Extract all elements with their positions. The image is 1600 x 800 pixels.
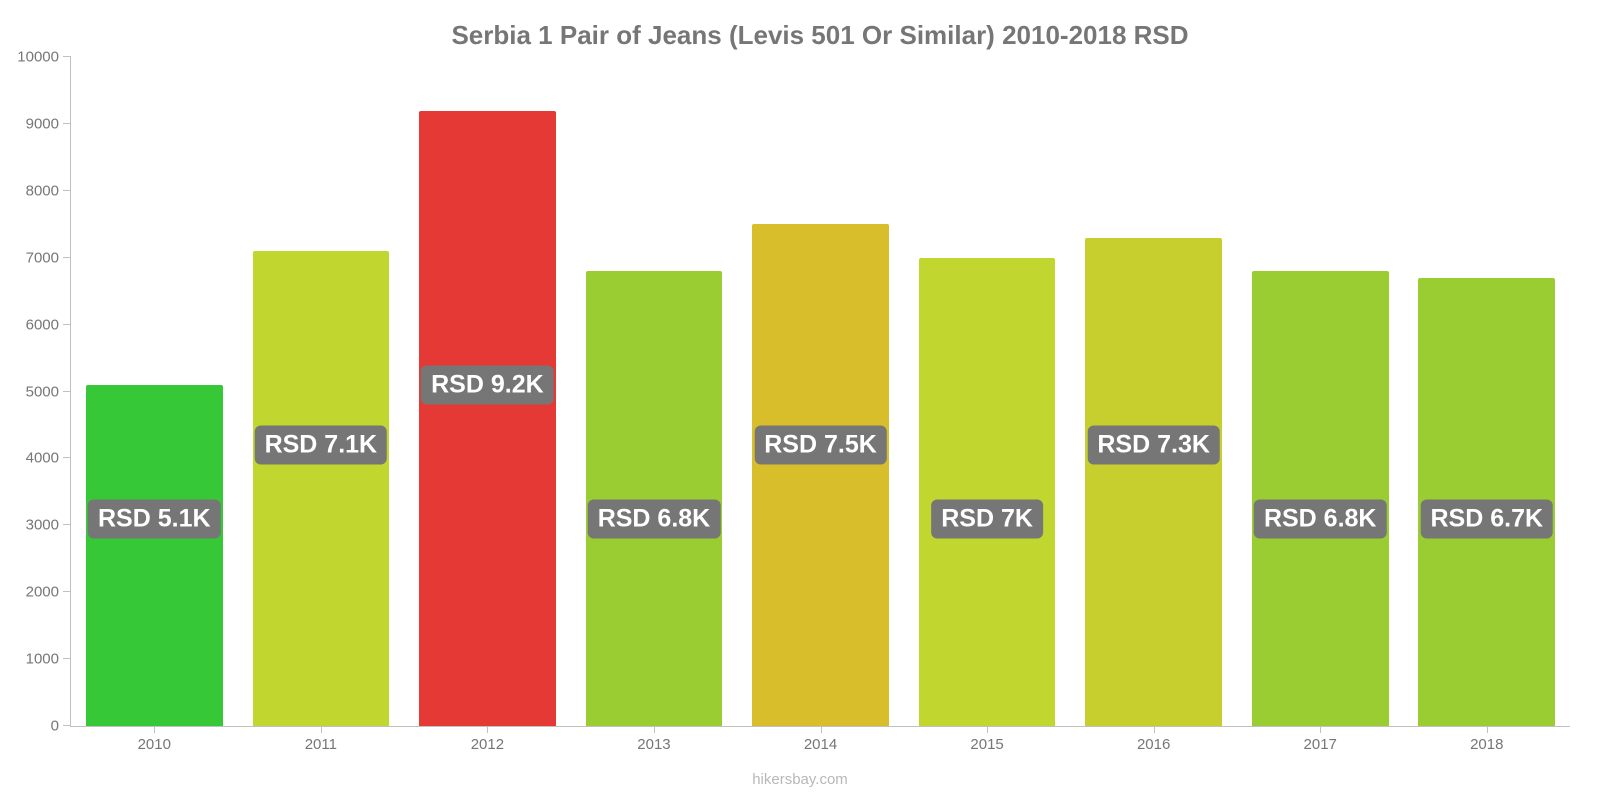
x-tick-label: 2018 [1470, 726, 1503, 753]
y-tick-label: 0 [51, 718, 71, 735]
y-tick-label: 8000 [26, 182, 71, 199]
y-tick-label: 10000 [17, 49, 71, 66]
bar [86, 385, 223, 726]
bar-value-label: RSD 6.8K [588, 499, 721, 538]
x-tick-label: 2017 [1304, 726, 1337, 753]
bar [752, 224, 889, 726]
x-tick-label: 2011 [305, 726, 337, 753]
bar-slot: RSD 6.8K2013 [571, 57, 738, 726]
x-tick-label: 2014 [804, 726, 837, 753]
y-tick-label: 7000 [26, 249, 71, 266]
bar-value-label: RSD 9.2K [421, 365, 554, 404]
bar-slot: RSD 6.8K2017 [1237, 57, 1404, 726]
bars-row: RSD 5.1K2010RSD 7.1K2011RSD 9.2K2012RSD … [71, 57, 1570, 726]
chart-footer: hikersbay.com [0, 771, 1600, 788]
bar [1085, 238, 1222, 726]
y-tick-label: 1000 [26, 651, 71, 668]
chart-title: Serbia 1 Pair of Jeans (Levis 501 Or Sim… [70, 20, 1570, 51]
bar-slot: RSD 6.7K2018 [1404, 57, 1571, 726]
y-tick-label: 5000 [26, 383, 71, 400]
bar-value-label: RSD 6.8K [1254, 499, 1387, 538]
x-tick-label: 2012 [471, 726, 504, 753]
bar-slot: RSD 7.5K2014 [737, 57, 904, 726]
bar-slot: RSD 5.1K2010 [71, 57, 238, 726]
x-tick-label: 2016 [1137, 726, 1170, 753]
y-tick-label: 9000 [26, 115, 71, 132]
y-tick-label: 3000 [26, 517, 71, 534]
bar-slot: RSD 7.3K2016 [1070, 57, 1237, 726]
bar-value-label: RSD 6.7K [1421, 499, 1554, 538]
bar-value-label: RSD 7.5K [754, 426, 887, 465]
bar-value-label: RSD 5.1K [88, 499, 221, 538]
bar-slot: RSD 7.1K2011 [238, 57, 405, 726]
x-tick-label: 2015 [970, 726, 1003, 753]
bar [253, 251, 390, 726]
x-tick-label: 2010 [138, 726, 171, 753]
x-tick-label: 2013 [637, 726, 670, 753]
bar-slot: RSD 9.2K2012 [404, 57, 571, 726]
y-tick-label: 2000 [26, 584, 71, 601]
bar [419, 111, 556, 726]
bar-value-label: RSD 7K [931, 499, 1043, 538]
bar-value-label: RSD 7.3K [1087, 426, 1220, 465]
y-tick-label: 6000 [26, 316, 71, 333]
chart-container: Serbia 1 Pair of Jeans (Levis 501 Or Sim… [0, 0, 1600, 800]
bar [919, 258, 1056, 726]
bar-slot: RSD 7K2015 [904, 57, 1071, 726]
y-tick-label: 4000 [26, 450, 71, 467]
bar-value-label: RSD 7.1K [255, 426, 388, 465]
chart-plot-area: RSD 5.1K2010RSD 7.1K2011RSD 9.2K2012RSD … [70, 57, 1570, 727]
